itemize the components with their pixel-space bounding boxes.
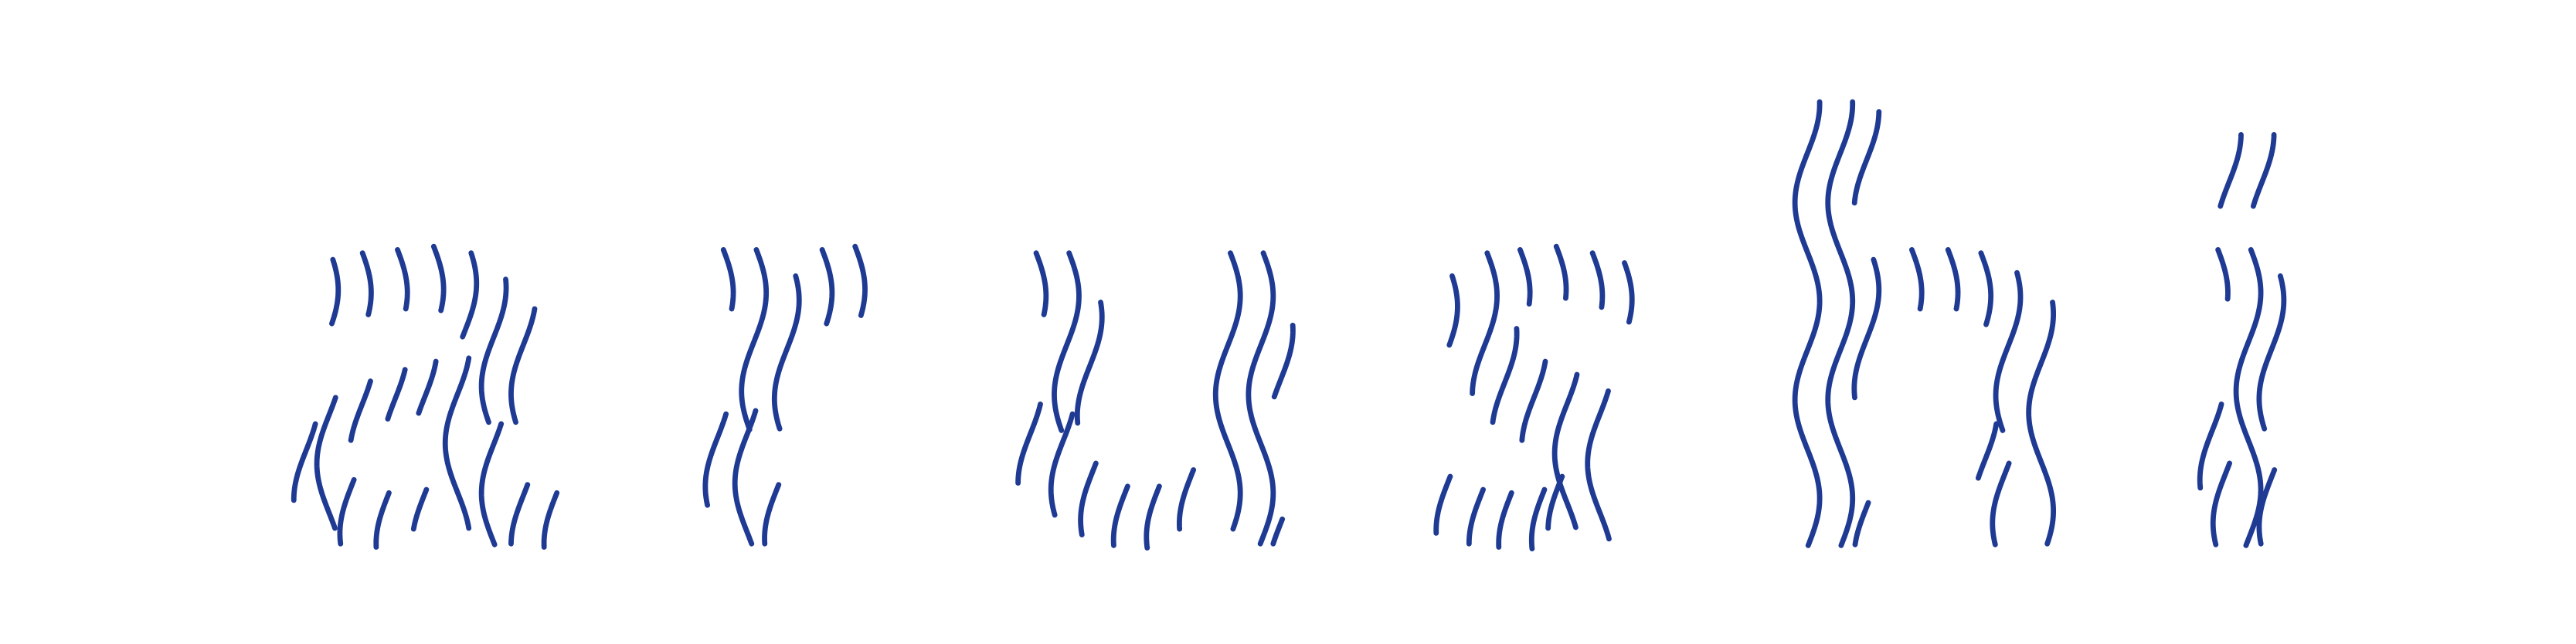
- wave-stroke: [395, 246, 410, 312]
- wave-stroke: [1517, 246, 1533, 307]
- wave-stroke: [1212, 250, 1243, 532]
- wave-stroke: [1585, 388, 1612, 542]
- wave-stroke: [1990, 460, 2012, 547]
- wave-stroke: [2197, 401, 2224, 491]
- wave-stroke: [1852, 500, 1871, 547]
- wave-stroke: [1551, 371, 1580, 530]
- wave-stroke: [771, 273, 802, 432]
- wave-stroke: [1978, 250, 1994, 327]
- wave-stroke: [359, 250, 374, 317]
- wave-stroke: [508, 482, 531, 547]
- wave-stroke: [1270, 516, 1286, 547]
- wave-stroke: [1975, 421, 2000, 481]
- wave-stroke: [337, 476, 357, 547]
- wave-stroke: [1470, 250, 1500, 396]
- wave-stroke: [2250, 132, 2277, 209]
- wave-stroke: [1545, 473, 1565, 531]
- wave-stroke: [373, 490, 392, 550]
- wave-stroke: [2256, 273, 2287, 432]
- wave-stroke: [1246, 250, 1276, 547]
- wave-stroke: [1622, 260, 1635, 325]
- wave-stroke: [1078, 460, 1099, 537]
- wave-stroke: [1466, 486, 1486, 547]
- wave-stroke: [1052, 250, 1082, 433]
- wave-stroke: [1446, 273, 1460, 348]
- wave-stroke: [2026, 300, 2057, 547]
- wave-stroke: [819, 246, 835, 327]
- wave-stroke: [410, 486, 430, 532]
- wave-stroke: [1589, 250, 1606, 310]
- glyph-5: [1792, 99, 2057, 548]
- wave-stroke: [385, 367, 408, 422]
- wave-stroke: [1176, 467, 1197, 532]
- wave-stroke: [2210, 460, 2232, 547]
- wave-stroke: [541, 490, 560, 550]
- wave-stroke: [2256, 467, 2278, 547]
- wave-stroke: [430, 243, 447, 314]
- wave-stroke: [416, 358, 439, 416]
- wave-stroke: [478, 421, 505, 547]
- wave-stroke: [1271, 322, 1296, 400]
- glyph-3: [1015, 250, 1296, 551]
- wave-stroke: [1144, 483, 1162, 551]
- wave-stroke: [1074, 300, 1105, 426]
- glyph-4: [1433, 243, 1635, 552]
- wave-stroke: [852, 243, 868, 318]
- wave-stroke: [291, 421, 318, 503]
- wave-stroke: [720, 246, 736, 312]
- wave-stroke: [739, 246, 770, 432]
- wave-stroke: [314, 395, 338, 531]
- wave-stroke: [2217, 132, 2244, 209]
- wave-stroke: [442, 355, 472, 531]
- wave-stroke: [2233, 246, 2264, 548]
- wave-stroke: [1015, 401, 1043, 486]
- wave-stroke: [1528, 486, 1548, 552]
- wave-stroke: [508, 306, 538, 425]
- wave-stroke: [348, 378, 373, 443]
- glyph-6: [2197, 132, 2287, 548]
- wave-stroke: [762, 482, 782, 547]
- wave-stroke: [1825, 99, 1856, 548]
- glyph-group: [291, 99, 2287, 552]
- wave-stroke: [329, 256, 342, 327]
- wave-stroke: [478, 276, 509, 425]
- wave-stroke: [1792, 99, 1823, 548]
- wave-stroke: [1993, 269, 2024, 433]
- wave-stroke: [1048, 411, 1076, 518]
- glyph-2: [702, 243, 868, 547]
- wave-stroke: [1433, 473, 1453, 536]
- wave-stroke: [702, 411, 729, 508]
- wave-stroke: [1519, 358, 1548, 443]
- wave-stroke: [1490, 326, 1520, 425]
- wave-stroke: [1496, 490, 1514, 550]
- wave-stroke: [1033, 250, 1049, 317]
- wave-stroke: [1110, 483, 1130, 548]
- wave-stroke: [2215, 246, 2231, 302]
- wave-stroke: [1851, 109, 1882, 206]
- wave-stroke: [1851, 256, 1882, 401]
- wave-stroke: [460, 250, 480, 340]
- wave-stroke: [732, 408, 759, 547]
- glyph-1: [291, 243, 560, 550]
- wave-stroke: [1553, 243, 1569, 301]
- wave-stroke: [1908, 246, 1925, 312]
- wave-stroke: [1945, 246, 1961, 312]
